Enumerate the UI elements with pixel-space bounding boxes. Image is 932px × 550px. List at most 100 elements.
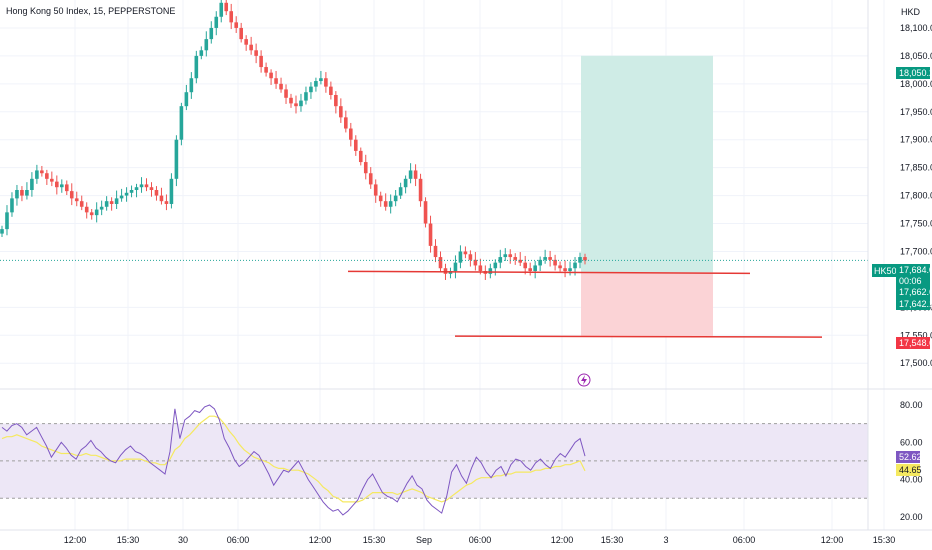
candle-body: [573, 262, 577, 269]
price-tick-label: 17,750.0: [900, 219, 932, 229]
candle-body: [468, 254, 473, 260]
candle-body: [124, 192, 129, 196]
lightning-icon[interactable]: [577, 373, 591, 387]
price-tick-label: 18,050.0: [900, 51, 932, 61]
candle-body: [433, 245, 438, 258]
candle-body: [40, 170, 44, 174]
candle-body: [334, 95, 338, 107]
candle-body: [418, 178, 423, 202]
candle-body: [413, 170, 418, 179]
candle-body: [149, 187, 154, 190]
candle-body: [174, 139, 179, 179]
candle-body: [169, 178, 174, 204]
candle-body: [309, 86, 313, 93]
time-tick-label: 12:00: [551, 535, 574, 545]
candle-body: [69, 191, 74, 199]
svg-text:18,050.2: 18,050.2: [899, 68, 932, 78]
candle-body: [214, 16, 219, 28]
candle-body: [259, 55, 263, 68]
price-tick-label: 17,850.0: [900, 163, 932, 173]
candle-body: [518, 259, 523, 263]
last-price-tag: 17,684.0 00:06: [896, 264, 932, 287]
target-zone: [581, 55, 713, 273]
candle-body: [508, 254, 513, 258]
price-tick-label: 17,900.0: [900, 135, 932, 145]
candle-body: [234, 22, 238, 28]
candle-body: [294, 103, 298, 107]
candle-body: [254, 50, 258, 56]
candle-body: [578, 257, 582, 263]
time-tick-label: 12:00: [309, 535, 332, 545]
candle-body: [463, 251, 468, 255]
target-tag: 18,050.2: [896, 67, 932, 79]
candle-body: [274, 78, 278, 84]
candle-body: [194, 55, 199, 79]
rsi-tick-label: 40.00: [900, 475, 923, 485]
level-lines[interactable]: [0, 259, 868, 338]
time-tick-label: Sep: [416, 535, 432, 545]
candle-body: [299, 100, 303, 107]
currency-label[interactable]: HKD: [901, 7, 921, 17]
stop-level-line: [454, 335, 823, 338]
time-axis[interactable]: 12:00 15:30 30 06:00 12:00 15:30 Sep 06:00 12:00…: [64, 535, 896, 545]
candle-body: [358, 150, 363, 163]
candle-body: [189, 78, 194, 93]
candle-body: [344, 117, 348, 129]
rsi-value-tag: 52.62: [896, 451, 922, 463]
time-tick-label: 06:00: [469, 535, 492, 545]
candle-body: [99, 206, 104, 210]
rsi-tick-label: 80.00: [900, 400, 923, 410]
candle-body: [538, 259, 542, 266]
candle-body: [199, 50, 204, 56]
candle-body: [45, 173, 49, 179]
rsi-ma-tag: 44.65: [896, 464, 922, 476]
svg-text:17,662.6: 17,662.6: [899, 287, 932, 297]
candle-body: [79, 201, 84, 207]
time-tick-label: 15:30: [601, 535, 624, 545]
candle-body: [264, 67, 268, 73]
candle-body: [498, 257, 503, 263]
candle-body: [363, 162, 368, 174]
candle-body: [388, 201, 393, 207]
svg-text:HK50: HK50: [874, 266, 897, 276]
candle-body: [548, 257, 552, 260]
candle-body: [558, 265, 562, 269]
candle-body: [219, 2, 224, 17]
rsi-pane: [0, 404, 868, 516]
rsi-axis[interactable]: 80.00 60.00 40.00 20.00: [900, 400, 923, 522]
candle-body: [523, 262, 528, 269]
candle-body: [184, 92, 189, 107]
candle-body: [129, 190, 134, 193]
stop-zone: [581, 272, 713, 337]
candle-body: [503, 254, 508, 258]
svg-text:17,642.1: 17,642.1: [899, 299, 932, 309]
candle-body: [104, 201, 109, 207]
candle-body: [159, 195, 164, 202]
time-tick-label: 30: [178, 535, 188, 545]
candle-body: [304, 92, 308, 101]
candle-body: [15, 190, 19, 199]
candle-body: [423, 201, 428, 224]
candle-body: [204, 39, 209, 51]
candle-body: [393, 195, 398, 202]
candle-body: [568, 268, 572, 272]
time-tick-label: 15:30: [873, 535, 896, 545]
candle-body: [164, 201, 169, 204]
svg-text:17,684.0: 17,684.0: [899, 265, 932, 275]
candle-body: [20, 190, 24, 196]
candle-body: [114, 198, 119, 204]
candle-body: [154, 190, 159, 196]
position-zones[interactable]: [581, 55, 713, 337]
candle-body: [528, 268, 532, 272]
rsi-tick-label: 20.00: [900, 512, 923, 522]
candle-body: [543, 257, 547, 260]
candle-body: [89, 212, 94, 216]
candle-body: [443, 268, 448, 274]
candle-body: [453, 262, 458, 272]
candle-body: [0, 229, 4, 234]
candle-body: [319, 78, 323, 82]
price-tick-label: 17,700.0: [900, 246, 932, 256]
candle-body: [458, 251, 463, 263]
candle-body: [224, 2, 229, 12]
symbol-title[interactable]: Hong Kong 50 Index, 15, PEPPERSTONE: [6, 6, 175, 16]
